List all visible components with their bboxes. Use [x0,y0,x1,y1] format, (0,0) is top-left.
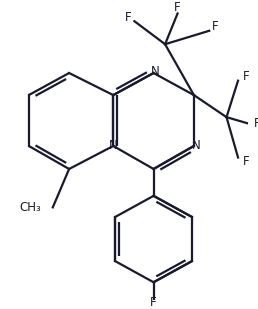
Text: F: F [125,11,132,24]
Text: F: F [254,117,258,130]
Text: F: F [243,70,249,83]
Text: F: F [150,296,157,309]
Text: N: N [151,65,160,78]
Text: N: N [109,139,118,152]
Text: N: N [191,139,200,152]
Text: CH₃: CH₃ [20,201,41,214]
Text: F: F [243,155,249,168]
Text: F: F [174,1,181,14]
Text: F: F [212,20,218,33]
